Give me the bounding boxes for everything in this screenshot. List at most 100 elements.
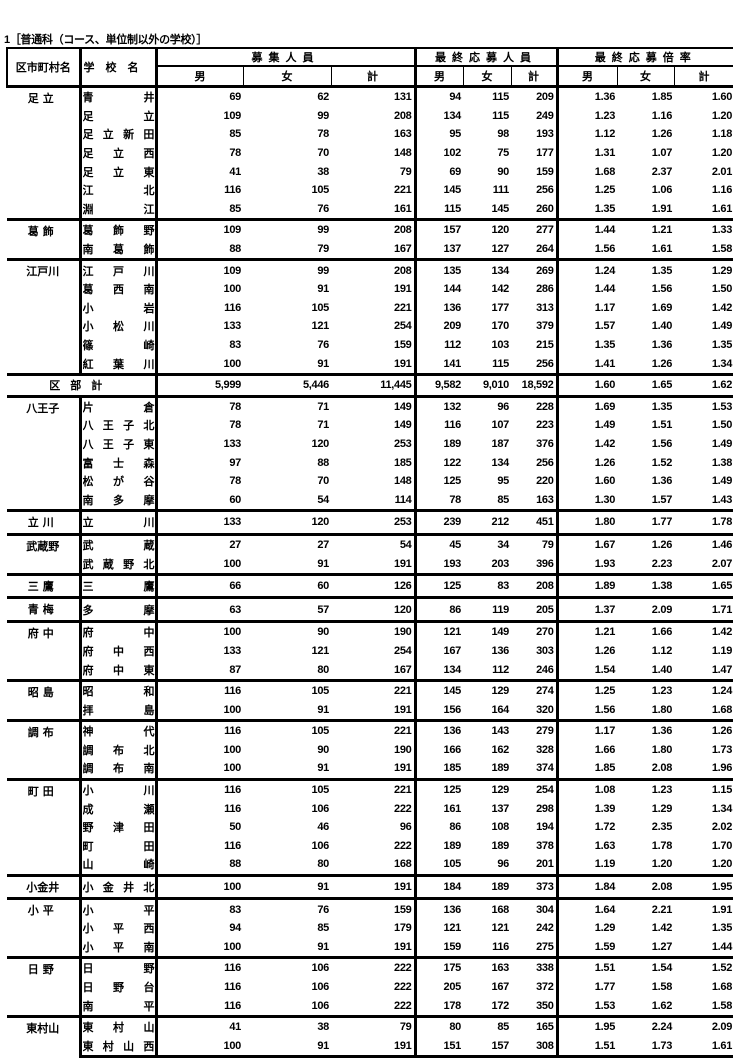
table-row: 足立青井6962131941152091.361.851.60 [7,84,733,220]
ratio-male-cell: 1.77 [555,977,618,997]
school-name: 松が谷 [82,476,154,489]
applicants-male-cell: 116 [413,416,463,435]
ratio-male-cell: 1.12 [555,125,618,144]
applicants-female-cell: 163 [463,956,511,978]
applicants-male-cell: 136 [413,298,463,318]
ratio-total-cell: 1.49 [711,475,733,488]
applicants-male-cell: 45 [413,532,463,555]
recruit-total-cell: 208 [394,109,412,122]
applicants-male-cell: 193 [413,554,463,575]
ratio-total-cell: 1.20 [711,147,733,160]
recruit-female-cell: 57 [243,596,331,622]
ratio-male-cell: 1.80 [555,509,618,535]
ratio-female-cell: 1.52 [651,456,673,469]
applicants-male-cell: 166 [413,740,463,760]
school-cell: 小松川 [80,317,158,336]
recruit-female-cell: 91 [317,557,329,570]
applicants-total-cell: 298 [536,802,554,815]
ratio-male-cell: 1.37 [555,596,618,622]
applicants-male-cell: 102 [413,143,463,163]
recruit-total-cell: 208 [331,258,415,280]
ratio-male-cell: 1.26 [555,453,618,472]
header-row-1: 区市町村名 学 校 名 募集人員 最終応募人員 最終応募倍率 [6,47,733,88]
recruit-male-cell: 87 [229,663,241,676]
school-name: 多摩 [82,604,154,617]
school-cell: 日野台 [80,977,158,997]
ratio-male-cell: 1.89 [555,572,618,598]
ratio-female-cell: 1.69 [651,301,673,314]
applicants-male-cell: 145 [413,180,463,200]
recruit-female-cell: 121 [311,644,330,657]
recruit-female-cell: 91 [317,357,329,370]
applicants-total-cell: 304 [511,897,558,919]
school-cell: 淵江 [80,199,158,220]
school-cell: 昭和 [80,678,158,701]
recruit-male-cell: 116 [156,777,243,800]
recruit-male-cell: 100 [156,873,243,899]
recruit-female-cell: 70 [317,147,329,160]
applicants-total-cell: 18,592 [511,372,558,396]
ratio-total-cell: 1.53 [674,394,733,417]
recruit-male-cell: 88 [229,243,241,256]
recruit-total-cell: 190 [331,620,415,642]
recruit-total-cell: 179 [394,922,412,935]
recruit-male-cell: 100 [223,357,242,370]
applicants-total-cell: 376 [536,437,554,450]
ratio-female-cell: 1.36 [651,339,673,352]
recruit-male-cell: 100 [223,557,242,570]
header-recruit-male: 男 [155,65,244,88]
recruit-male-cell: 97 [229,456,241,469]
table-row: 東村山西100911911511573081.511.731.61 [7,1036,733,1058]
applicants-total-cell: 163 [536,493,554,506]
ratio-female-cell: 1.42 [651,922,673,935]
recruit-female-cell: 46 [317,821,329,834]
ratio-female-cell: 1.26 [617,532,675,555]
applicants-female-cell: 85 [497,493,509,506]
applicants-total-cell: 223 [536,419,554,432]
applicants-female-cell: 120 [463,218,511,240]
ratio-male-cell: 1.59 [555,937,618,958]
applicants-female-cell: 189 [491,839,510,852]
district-cell: 足立 [7,84,82,220]
ratio-female-cell: 2.21 [617,897,675,919]
school-cell: 武蔵 [80,532,158,555]
ratio-female-cell: 1.54 [617,956,675,978]
school-name: 南平 [82,1000,154,1013]
applicants-male-cell: 135 [413,258,463,280]
recruit-female-cell: 105 [311,184,330,197]
applicants-male-cell: 239 [413,509,463,535]
table-row: 東村山東村山41387980851651.952.242.09 [7,1014,733,1057]
recruit-female-cell: 91 [243,873,331,899]
applicants-total-cell: 328 [536,743,554,756]
ratio-total-cell: 1.96 [711,762,733,775]
ratio-total-cell: 1.15 [674,777,733,800]
school-name: 日野台 [82,982,154,995]
ratio-male-cell: 1.17 [555,298,618,318]
applicants-total-cell: 256 [536,456,554,469]
ratio-total-cell: 1.16 [711,184,733,197]
table-row: 調布神代1161052211361432791.171.361.26 [7,718,733,780]
applicants-female-cell: 172 [491,999,510,1012]
ratio-female-cell: 1.40 [651,663,673,676]
ratio-male-cell: 1.30 [555,490,618,511]
ratio-female-cell: 1.91 [651,202,673,215]
ratio-total-cell: 1.47 [711,663,733,676]
recruit-total-cell: 149 [331,394,415,417]
school-cell: 足立 [80,106,158,126]
recruit-male-cell: 50 [229,821,241,834]
header-ratio-male: 男 [555,65,618,88]
applicants-male-cell: 175 [413,956,463,978]
recruit-male-cell: 133 [156,509,243,535]
recruit-total-cell: 222 [394,981,412,994]
recruit-female-cell: 78 [317,128,329,141]
recruit-male-cell: 78 [229,419,241,432]
applicants-female-cell: 137 [491,802,510,815]
ratio-male-cell: 1.57 [555,317,618,336]
school-cell: 足立西 [80,143,158,163]
ratio-total-cell: 1.58 [711,999,733,1012]
applicants-female-cell: 107 [491,419,510,432]
